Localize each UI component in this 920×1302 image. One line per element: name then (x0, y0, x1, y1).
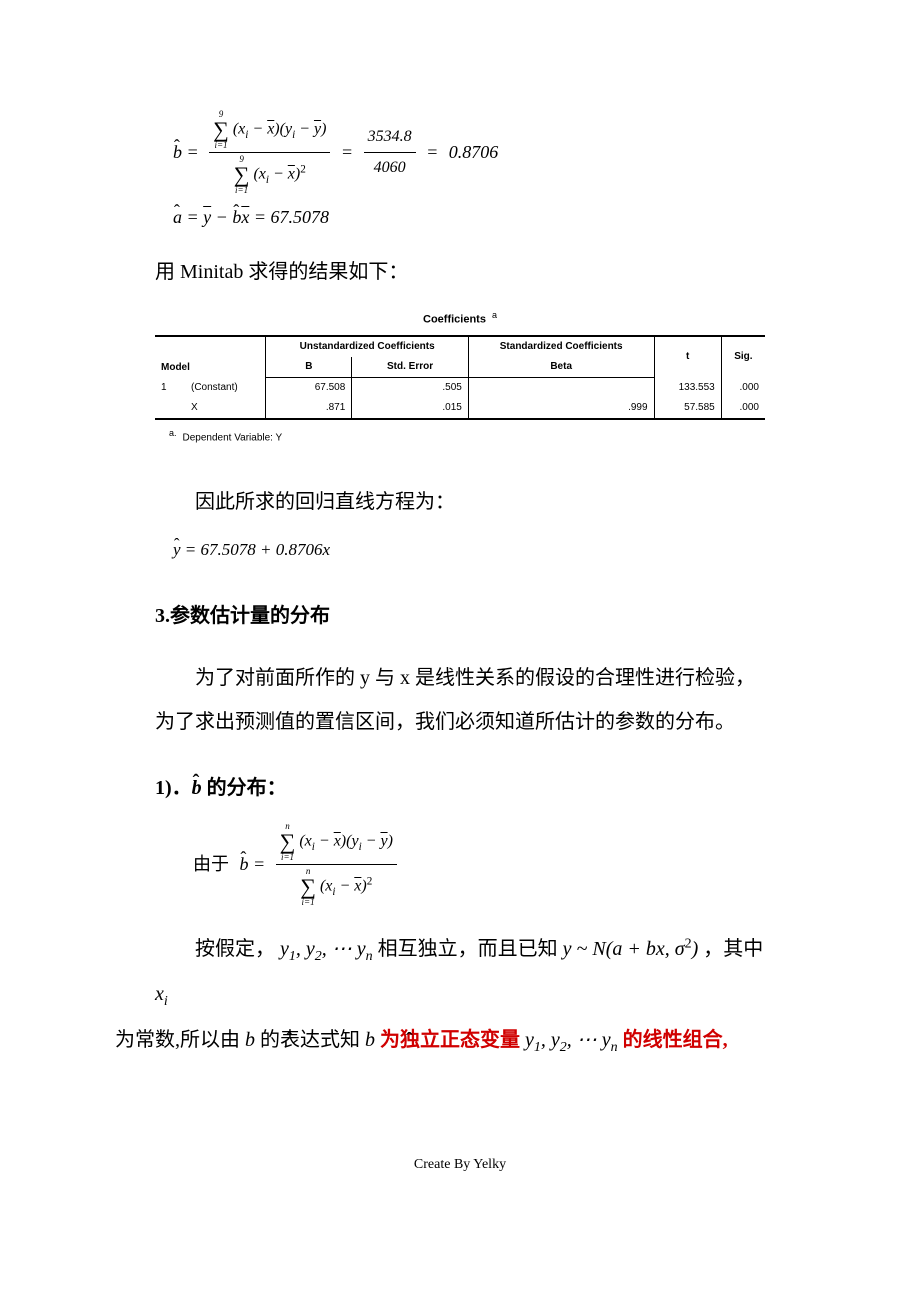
formula-b-hat: b = 9∑i=1 (xi − x)(yi − y) 9∑i=1 (xi − x… (173, 110, 765, 232)
header-std: Standardized Coefficients (468, 336, 654, 357)
col-se: Std. Error (352, 357, 469, 378)
subheading-1: 1)．b 的分布： (155, 772, 765, 804)
regression-equation: y = 67.5078 + 0.8706x (173, 536, 765, 563)
col-beta: Beta (468, 357, 654, 378)
frac-den: 4060 (370, 153, 410, 181)
conclusion-text: 因此所求的回归直线方程为： (155, 486, 765, 518)
coefficients-table: Model Unstandardized Coefficients Standa… (155, 335, 765, 420)
col-sig: Sig. (721, 336, 765, 378)
coefficients-section: Coefficients a Model Unstandardized Coeff… (155, 308, 765, 447)
table-row: X .871 .015 .999 57.585 .000 (155, 398, 765, 419)
table-title: Coefficients (423, 313, 486, 325)
table-title-sup: a (492, 310, 497, 320)
formula-b-hat-def: 由于 b = n∑i=1 (xi − x)(yi − y) n∑i=1 (xi … (193, 822, 765, 907)
heading-3: 3.参数估计量的分布 (155, 600, 765, 632)
page-footer: Create By Yelky (155, 1154, 765, 1176)
assumption-paragraph: 按假定， y1, y2, ⋯ yn 相互独立，而且已知 y ~ N(a + bx… (155, 927, 765, 1064)
frac-num: 3534.8 (364, 124, 416, 153)
minitab-intro: 用 Minitab 求得的结果如下： (155, 256, 765, 288)
highlight-text-2: 的线性组合, (623, 1029, 728, 1051)
col-b: B (266, 357, 352, 378)
table-footnote: a.Dependent Variable: Y (169, 426, 765, 446)
table-row: 1 (Constant) 67.508 .505 133.553 .000 (155, 378, 765, 399)
body-paragraph: 为了对前面所作的 y 与 x 是线性关系的假设的合理性进行检验，为了求出预测值的… (155, 656, 765, 744)
col-t: t (654, 336, 721, 378)
b-hat-result: 0.8706 (449, 138, 499, 167)
col-model: Model (155, 336, 266, 378)
a-hat-value: 67.5078 (270, 207, 329, 227)
header-unstd: Unstandardized Coefficients (266, 336, 468, 357)
